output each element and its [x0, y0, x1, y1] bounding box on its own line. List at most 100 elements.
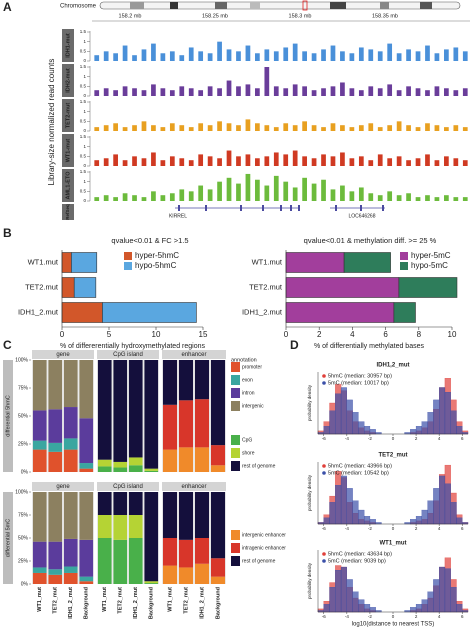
signal-bar	[226, 177, 232, 201]
x-tick-label: 0	[392, 614, 395, 619]
x-tick-label: 6	[383, 330, 388, 339]
signal-bar	[453, 125, 459, 131]
bar-segment	[144, 583, 159, 584]
signal-bar	[444, 195, 449, 201]
signal-bar	[198, 185, 204, 201]
signal-bar	[358, 47, 364, 61]
signal-bar	[255, 179, 260, 201]
signal-bar	[330, 189, 336, 201]
bar-segment	[48, 541, 63, 570]
signal-bar	[321, 49, 326, 61]
x-tick-label: IDH1_2_mut	[199, 587, 205, 619]
signal-bar	[311, 183, 317, 201]
hist-bar	[415, 604, 422, 613]
signal-bar	[94, 55, 100, 61]
legend-dot	[322, 381, 326, 385]
signal-bar	[255, 88, 260, 96]
y-axis-label: Library-size normalized read counts	[47, 59, 56, 186]
bar-segment	[194, 492, 210, 538]
gene-label: LOC646268	[349, 213, 376, 219]
signal-bar	[236, 86, 241, 96]
facet-title: CpG island	[113, 352, 143, 358]
signal-bar	[462, 88, 468, 96]
bar-segment	[63, 492, 78, 539]
x-tick-label: 4	[350, 330, 355, 339]
band	[380, 2, 389, 9]
signal-bar	[273, 175, 279, 201]
bar-segment	[73, 277, 97, 298]
panel-letter: B	[3, 226, 12, 240]
bar-segment	[32, 449, 47, 472]
legend-label: 5mC (median: 10542 bp)	[328, 470, 389, 476]
legend-label: 5hmC (median: 43966 bp)	[328, 463, 392, 469]
signal-bar	[264, 67, 270, 96]
track-label: IDH1-mut	[65, 33, 71, 58]
y-tick-label: 0.5	[80, 154, 87, 159]
signal-bar	[415, 88, 421, 96]
y-tick-label: 0	[83, 58, 86, 63]
bar-segment	[113, 467, 128, 472]
signal-bar	[226, 49, 232, 61]
legend-label: intragenic enhancer	[242, 545, 286, 551]
hist-bar	[433, 399, 440, 435]
y-tick-label: 75%	[18, 512, 29, 518]
hist-bar	[450, 502, 457, 525]
signal-bar	[103, 195, 109, 201]
legend-label: 5mC (median: 9039 bp)	[328, 558, 386, 564]
hist-bar	[335, 393, 342, 435]
y-tick-label: 1.5	[80, 29, 87, 34]
signal-bar	[207, 86, 213, 96]
category-label: TET2.mut	[25, 282, 59, 291]
chart-title: TET2_mut	[378, 453, 407, 459]
bar-segment	[194, 447, 210, 472]
x-tick-label: TET2_mut	[53, 587, 59, 614]
bar-segment	[32, 440, 47, 450]
hist-bar	[456, 604, 463, 613]
hist-bar	[444, 391, 451, 435]
signal-bar	[358, 187, 364, 201]
signal-bar	[217, 121, 222, 131]
bar-segment	[128, 360, 143, 458]
signal-bar	[444, 156, 449, 166]
legend-swatch	[231, 556, 240, 566]
x-tick-label: -6	[322, 526, 326, 531]
bar-segment	[194, 399, 210, 448]
legend-title: annotation	[231, 357, 257, 363]
signal-bar	[292, 150, 298, 166]
bar-segment	[63, 572, 78, 584]
chart-title: qvalue<0.01 & methylation diff. >= 25 %	[304, 236, 437, 245]
y-axis-label: probability density	[307, 474, 312, 511]
x-tick-label: 2	[415, 614, 418, 619]
signal-bar	[264, 49, 270, 61]
signal-bar	[406, 160, 411, 166]
x-tick-label: 5	[107, 330, 112, 339]
signal-bar	[264, 156, 270, 166]
signal-bar	[94, 197, 100, 201]
x-tick-label: IDH1_2_mut	[68, 587, 74, 619]
signal-bar	[113, 123, 118, 131]
bar-segment	[48, 360, 63, 410]
bar-segment	[210, 465, 226, 472]
band	[420, 2, 432, 9]
bar-segment	[79, 492, 94, 540]
bar-segment	[162, 404, 178, 450]
signal-bar	[396, 90, 402, 96]
y-tick-label: 0.5	[80, 189, 87, 194]
signal-bar	[368, 86, 374, 96]
bar-segment	[194, 538, 210, 564]
signal-bar	[340, 82, 345, 96]
signal-bar	[103, 51, 109, 61]
track-label-bg	[62, 99, 74, 132]
facet-title: enhancer	[181, 352, 206, 358]
signal-bar	[302, 177, 307, 201]
signal-bar	[444, 49, 449, 61]
band	[250, 2, 260, 9]
bar-segment	[113, 539, 128, 584]
bar-segment	[61, 252, 72, 273]
signal-bar	[462, 127, 468, 131]
scale-label: 158.25 mb	[202, 13, 228, 19]
signal-bar	[273, 127, 279, 131]
bar-segment	[393, 302, 416, 323]
bar-segment	[113, 461, 128, 468]
